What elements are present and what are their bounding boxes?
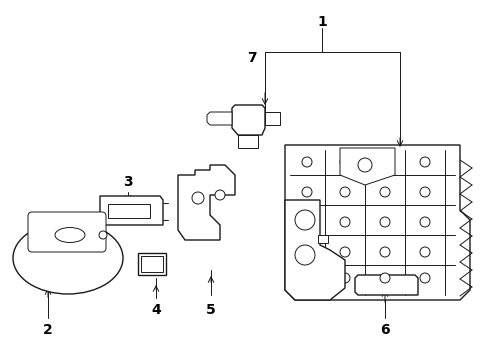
Circle shape [339,187,349,197]
Circle shape [302,187,311,197]
Circle shape [419,157,429,167]
Text: 3: 3 [123,175,133,189]
Circle shape [339,273,349,283]
Circle shape [99,231,107,239]
Circle shape [302,247,311,257]
Circle shape [294,210,314,230]
Bar [317,235,327,243]
Circle shape [379,273,389,283]
Ellipse shape [13,222,123,294]
Bar [238,135,258,148]
Circle shape [215,190,224,200]
Text: 7: 7 [246,51,256,65]
Circle shape [419,247,429,257]
Polygon shape [100,196,163,225]
Circle shape [294,245,314,265]
Circle shape [302,273,311,283]
Circle shape [357,158,371,172]
Bar [108,204,150,218]
Text: 6: 6 [379,323,389,337]
Circle shape [192,192,203,204]
Circle shape [419,217,429,227]
Polygon shape [264,112,280,125]
Text: 4: 4 [151,303,161,317]
Circle shape [339,247,349,257]
Text: 2: 2 [43,323,53,337]
Circle shape [419,187,429,197]
Text: 5: 5 [206,303,215,317]
Circle shape [419,273,429,283]
Bar [138,253,165,275]
Circle shape [379,187,389,197]
Circle shape [302,217,311,227]
Polygon shape [354,275,417,295]
Circle shape [379,217,389,227]
Circle shape [302,157,311,167]
FancyBboxPatch shape [28,212,106,252]
Polygon shape [339,148,394,185]
Circle shape [379,157,389,167]
Polygon shape [178,165,235,240]
Circle shape [339,157,349,167]
Polygon shape [285,145,469,300]
Polygon shape [206,112,231,125]
Bar [141,256,163,272]
Ellipse shape [55,228,85,243]
Polygon shape [285,200,345,300]
Circle shape [379,247,389,257]
Circle shape [339,217,349,227]
Text: 1: 1 [317,15,326,29]
Polygon shape [231,105,264,135]
